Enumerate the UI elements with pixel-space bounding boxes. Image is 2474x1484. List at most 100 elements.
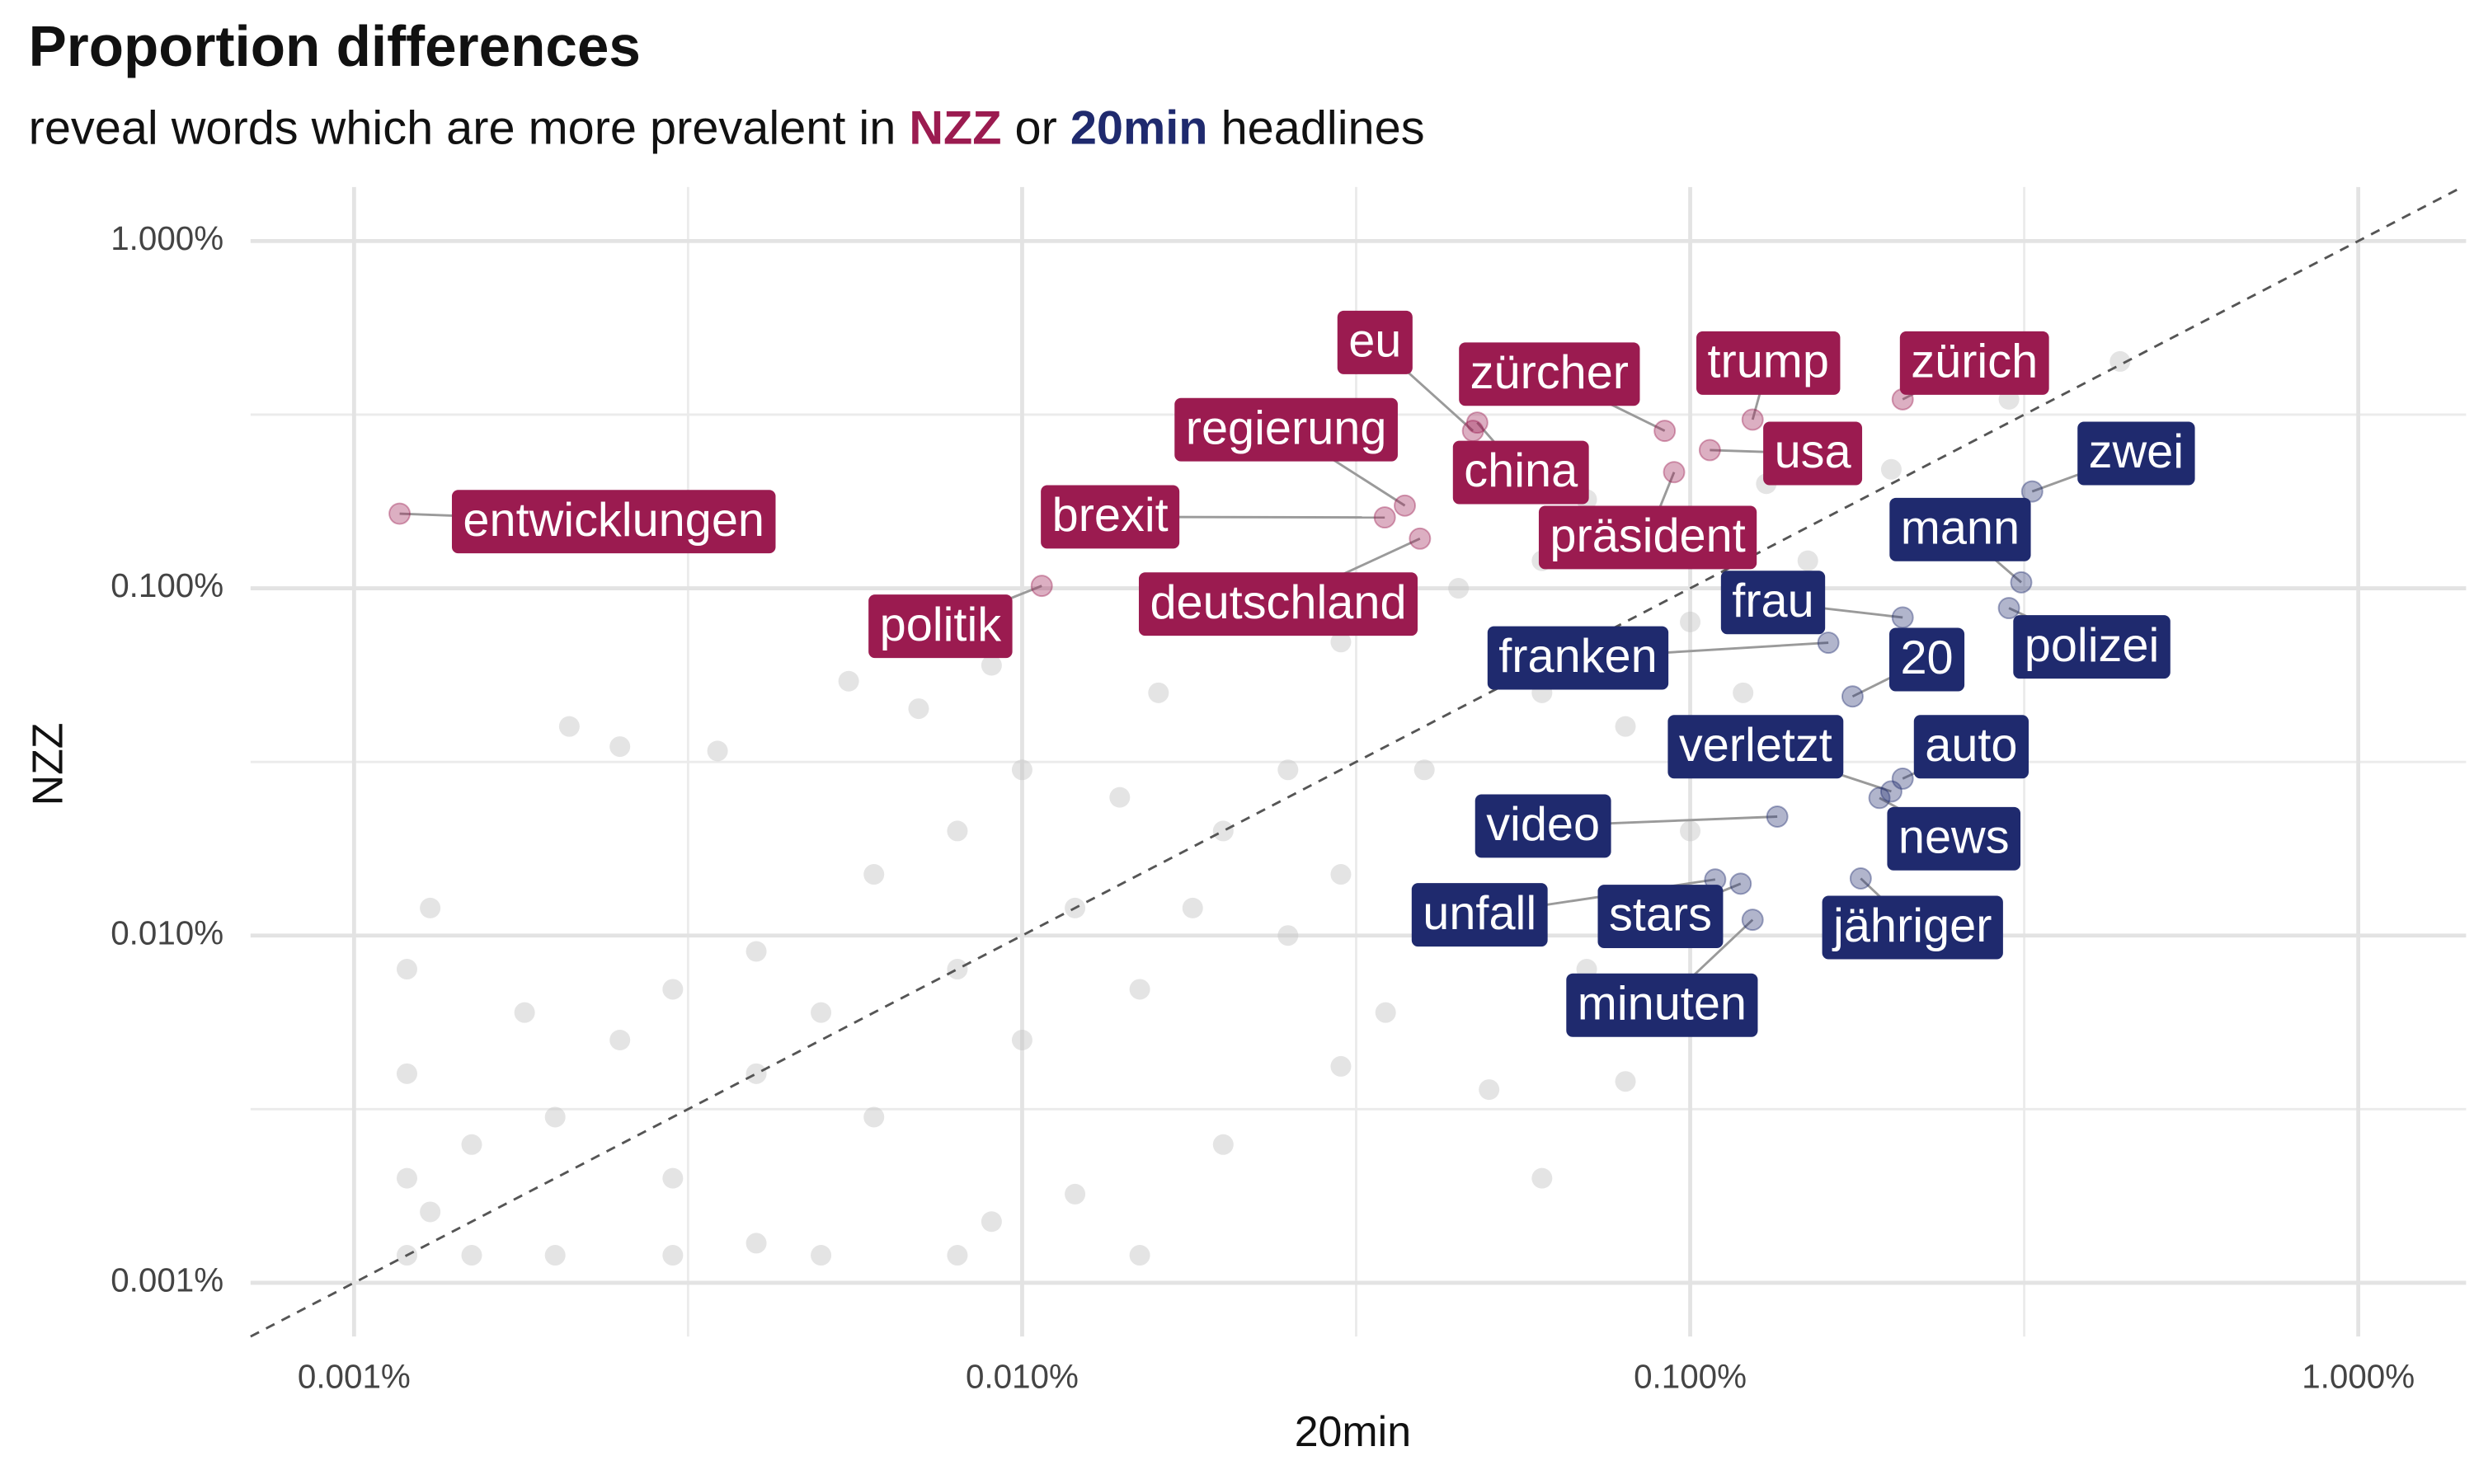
labeled-point (1741, 408, 1764, 431)
word-label: franken (1487, 626, 1669, 690)
background-point (1680, 611, 1701, 632)
label-text: präsident (1550, 510, 1745, 562)
word-label: unfall (1411, 883, 1548, 947)
background-point (1129, 979, 1150, 1000)
word-label: stars (1597, 885, 1724, 948)
label-box (1887, 806, 2021, 871)
labeled-point (1465, 411, 1489, 434)
word-label: regierung (1174, 397, 1398, 462)
word-label: 20 (1888, 627, 1965, 692)
labeled-point (1879, 780, 1903, 803)
background-point (1212, 820, 1234, 842)
chart-subtitle: reveal words which are more prevalent in… (29, 102, 1425, 155)
y-tick-label: 0.100% (111, 566, 223, 604)
background-point (1531, 1167, 1553, 1189)
label-text: franken (1498, 630, 1657, 683)
background-point (461, 1245, 482, 1266)
label-box (1597, 885, 1724, 948)
background-point (544, 1106, 566, 1128)
background-point (707, 740, 728, 762)
label-box (1475, 794, 1611, 858)
label-box (1667, 715, 1844, 779)
label-box (1913, 715, 2029, 779)
x-axis-title: 20min (1295, 1408, 1411, 1456)
background-point (947, 820, 968, 842)
subtitle-part: headlines (1208, 102, 1425, 155)
background-point (838, 670, 859, 692)
labeled-point (1766, 805, 1789, 828)
background-point (609, 1030, 631, 1051)
word-label: polizei (2013, 615, 2171, 679)
background-point (514, 1002, 535, 1023)
background-point (863, 864, 885, 885)
y-tick-label: 0.010% (111, 913, 223, 951)
label-box (1452, 440, 1589, 505)
background-point (1212, 1134, 1234, 1155)
background-point (1413, 759, 1435, 781)
background-point (420, 1201, 441, 1223)
subtitle-part: or (1001, 102, 1070, 155)
background-point (811, 1002, 832, 1023)
label-box (451, 490, 776, 554)
background-point (396, 959, 417, 980)
label-box (1566, 973, 1758, 1037)
word-label: auto (1913, 715, 2029, 779)
label-box (1487, 626, 1669, 690)
background-point (662, 979, 684, 1000)
labeled-point (1030, 575, 1053, 598)
background-point (1375, 1002, 1396, 1023)
background-point (981, 655, 1002, 676)
word-label: china (1452, 440, 1589, 505)
label-text: zürcher (1470, 346, 1629, 399)
word-label: politik (868, 594, 1013, 659)
background-point (396, 1063, 417, 1084)
label-text: deutschland (1150, 576, 1406, 629)
word-label: news (1887, 806, 2021, 871)
label-box (1411, 883, 1548, 947)
background-point (1330, 632, 1352, 653)
label-box (1337, 310, 1413, 374)
labeled-point (1817, 632, 1840, 655)
labeled-point (1698, 439, 1721, 462)
labeled-point (1849, 867, 1872, 890)
background-point (1109, 787, 1131, 808)
label-box (868, 594, 1013, 659)
subtitle-part: reveal words which are more prevalent in (29, 102, 910, 155)
x-tick-label: 1.000% (2302, 1358, 2415, 1396)
background-point (1479, 1079, 1500, 1101)
background-point (1065, 1183, 1086, 1205)
subtitle-part: NZZ (909, 102, 1001, 155)
word-label: video (1475, 794, 1611, 858)
background-point (396, 1167, 417, 1189)
word-label: frau (1720, 571, 1826, 635)
label-text: auto (1925, 719, 2017, 772)
label-box (1138, 572, 1418, 636)
label-box (1888, 627, 1965, 692)
word-label: präsident (1538, 505, 1757, 570)
x-tick-label: 0.010% (966, 1358, 1079, 1396)
label-box (1720, 571, 1826, 635)
word-label: zürich (1899, 331, 2049, 395)
word-label: zwei (2077, 421, 2195, 486)
word-label: zürcher (1459, 342, 1640, 406)
label-text: video (1486, 798, 1600, 851)
label-text: unfall (1423, 887, 1536, 940)
word-label: verletzt (1667, 715, 1844, 779)
background-point (1182, 897, 1203, 918)
background-point (1733, 682, 1754, 703)
label-box (2077, 421, 2195, 486)
word-label: eu (1337, 310, 1413, 374)
background-point (1880, 458, 1902, 480)
background-point (745, 1233, 767, 1254)
background-point (811, 1245, 832, 1266)
background-point (1330, 1055, 1352, 1077)
background-point (1448, 578, 1470, 599)
subtitle-part: 20min (1070, 102, 1208, 155)
background-point (1148, 682, 1169, 703)
label-text: politik (880, 599, 1002, 651)
label-text: mann (1901, 501, 2020, 554)
labeled-point (1729, 872, 1752, 895)
background-point (461, 1134, 482, 1155)
